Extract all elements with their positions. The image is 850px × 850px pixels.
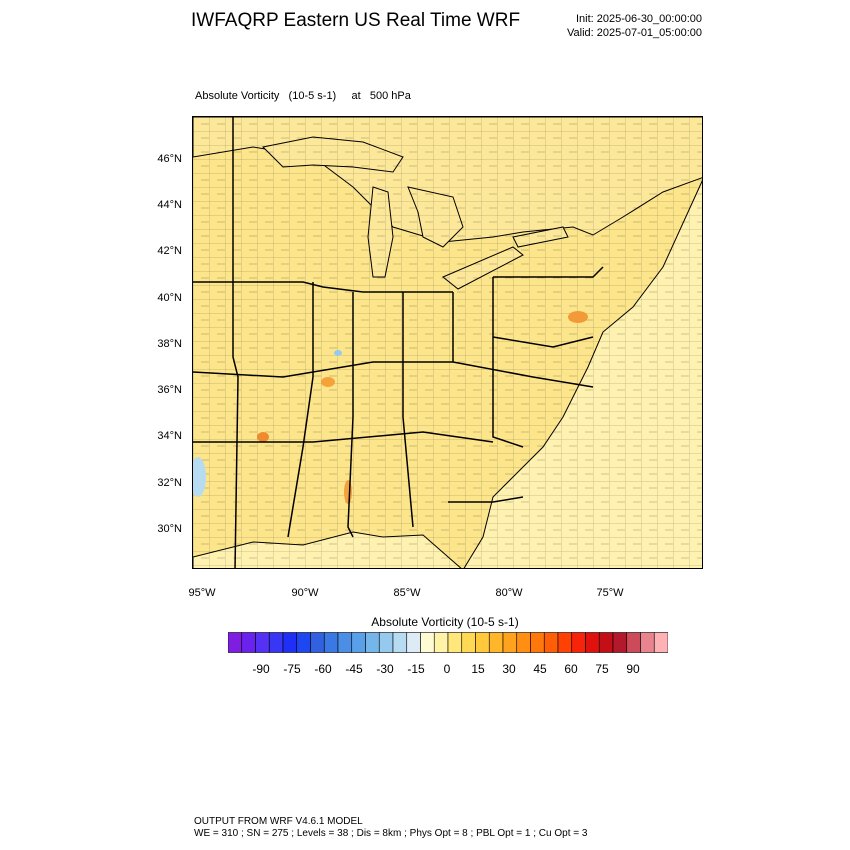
lat-label: 42°N — [157, 245, 182, 257]
colorbar-box — [502, 632, 518, 653]
colorbar-box — [323, 632, 339, 653]
colorbar-tick-label: 0 — [443, 662, 451, 676]
colorbar-box — [530, 632, 545, 653]
colorbar-box — [598, 632, 614, 653]
colorbar-box — [228, 632, 243, 653]
colorbar-box — [488, 632, 504, 653]
colorbar-tick-label: 45 — [533, 662, 547, 676]
colorbar-box — [282, 632, 298, 653]
colorbar-box — [543, 632, 559, 653]
colorbar-box — [378, 632, 394, 653]
colorbar-box — [241, 632, 256, 653]
lon-label: 75°W — [596, 587, 624, 599]
colorbar-box — [585, 632, 600, 653]
state-borders — [193, 117, 604, 568]
lat-label: 32°N — [157, 477, 182, 489]
lon-label: 95°W — [188, 587, 216, 599]
colorbar-box — [557, 632, 573, 653]
colorbar-box — [447, 632, 463, 653]
valid-time: Valid: 2025-07-01_05:00:00 — [567, 27, 702, 39]
vorticity-max — [257, 432, 269, 442]
colorbar-title: Absolute Vorticity (10-5 s-1) — [371, 615, 519, 629]
colorbar-tick-label: 60 — [564, 662, 578, 676]
colorbar-box — [612, 632, 628, 653]
vorticity-max — [568, 311, 588, 323]
vorticity-min — [193, 457, 206, 497]
colorbar-box — [461, 632, 476, 653]
colorbar-box — [296, 632, 311, 653]
colorbar-tick-label: -15 — [407, 662, 425, 676]
county-lines — [193, 117, 702, 568]
colorbar-tick-label: 30 — [502, 662, 516, 676]
colorbar-tick-label: -60 — [314, 662, 332, 676]
colorbar-tick-label: 75 — [595, 662, 609, 676]
colorbar-box — [433, 632, 449, 653]
lat-label: 44°N — [157, 199, 182, 211]
field-label: Absolute Vorticity (10-5 s-1) at 500 hPa — [195, 90, 411, 102]
colorbar-tick-label: -75 — [283, 662, 301, 676]
lat-label: 36°N — [157, 384, 182, 396]
lat-label: 38°N — [157, 338, 182, 350]
colorbar-tick-label: 15 — [471, 662, 485, 676]
lat-label: 34°N — [157, 430, 182, 442]
colorbar-box — [571, 632, 586, 653]
model-info: OUTPUT FROM WRF V4.6.1 MODEL — [194, 816, 363, 827]
colorbar-tick-label: 90 — [626, 662, 640, 676]
colorbar-tick-label: -45 — [345, 662, 363, 676]
lat-label: 40°N — [157, 292, 182, 304]
colorbar-tick-label: -90 — [252, 662, 270, 676]
vorticity-max — [321, 377, 335, 387]
colorbar-box — [255, 632, 270, 653]
colorbar-box — [420, 632, 435, 653]
colorbar-box — [268, 632, 284, 653]
vorticity-map — [192, 116, 703, 569]
colorbar-box — [337, 632, 353, 653]
colorbar-box — [351, 632, 366, 653]
vorticity-max — [344, 480, 352, 504]
colorbar-box — [365, 632, 380, 653]
colorbar-box — [626, 632, 641, 653]
model-config: WE = 310 ; SN = 275 ; Levels = 38 ; Dis … — [194, 828, 588, 839]
colorbar-box — [516, 632, 531, 653]
lon-label: 85°W — [393, 587, 421, 599]
lon-label: 80°W — [495, 587, 523, 599]
colorbar-box — [406, 632, 421, 653]
colorbar-tick-label: -30 — [376, 662, 394, 676]
colorbar — [228, 632, 668, 653]
colorbar-box — [653, 632, 668, 653]
lon-label: 90°W — [291, 587, 319, 599]
plot-title: IWFAQRP Eastern US Real Time WRF — [191, 10, 521, 31]
init-time: Init: 2025-06-30_00:00:00 — [576, 13, 702, 25]
colorbar-box — [392, 632, 408, 653]
colorbar-box — [475, 632, 490, 653]
lat-label: 46°N — [157, 153, 182, 165]
vorticity-min — [334, 350, 342, 356]
map-canvas — [193, 117, 702, 568]
colorbar-box — [310, 632, 325, 653]
colorbar-box — [640, 632, 655, 653]
lat-label: 30°N — [157, 523, 182, 535]
